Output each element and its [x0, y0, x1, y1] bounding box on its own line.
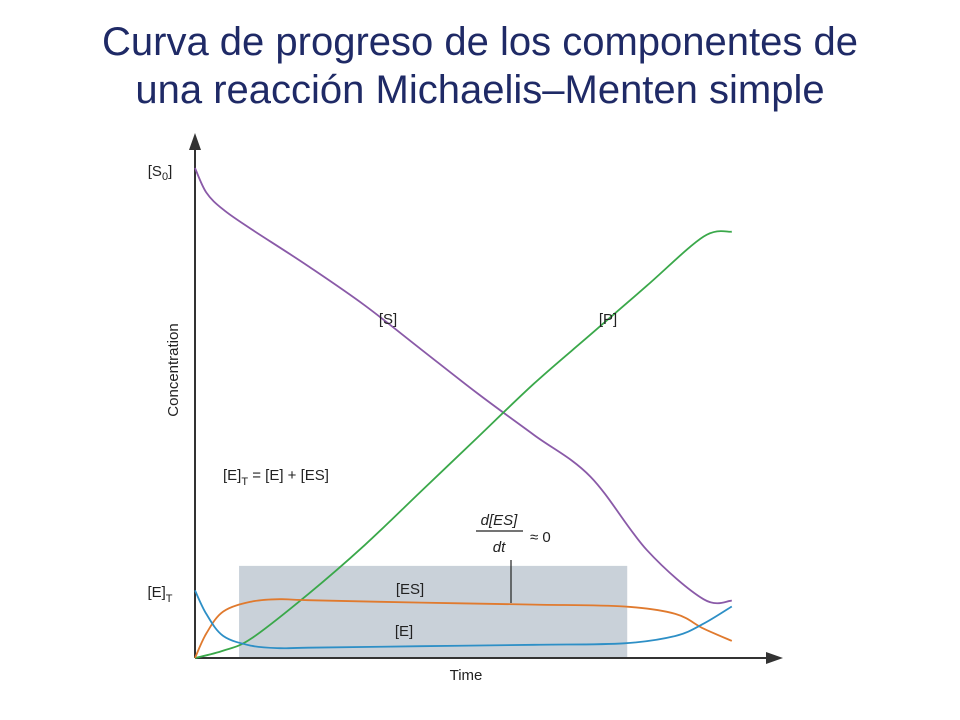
axes [189, 133, 783, 664]
conservation-equation: [E]T = [E] + [ES] [223, 467, 329, 488]
x-axis-arrow [766, 652, 783, 664]
steady-state-region [239, 565, 628, 658]
series-label-s: [S] [379, 311, 397, 328]
y-axis-arrow [189, 133, 201, 150]
series-line-p [194, 230, 732, 659]
approx-zero: ≈ 0 [530, 529, 551, 546]
series-label-e: [E] [395, 623, 413, 640]
y-axis-label: Concentration [165, 323, 182, 416]
series-line-s [194, 167, 732, 605]
steady-state-annotation: d[ES] dt ≈ 0 [476, 512, 551, 603]
series-label-p: [P] [599, 311, 617, 328]
y-tick-label-s0: [S0] [148, 163, 172, 183]
series-group [194, 167, 733, 659]
series-line-e [194, 590, 733, 650]
title-line-2: una reacción Michaelis–Menten simple [135, 68, 825, 112]
y-tick-label-et: [E]T [147, 584, 172, 605]
title-line-1: Curva de progreso de los componentes de [101, 20, 858, 64]
x-axis-label: Time [450, 667, 483, 684]
slide-title: Curva de progreso de los componentes de … [0, 18, 960, 114]
series-label-es: [ES] [396, 581, 424, 598]
derivative-numerator: d[ES] [481, 512, 519, 529]
derivative-denominator: dt [493, 539, 506, 556]
series-line-es [194, 598, 733, 659]
